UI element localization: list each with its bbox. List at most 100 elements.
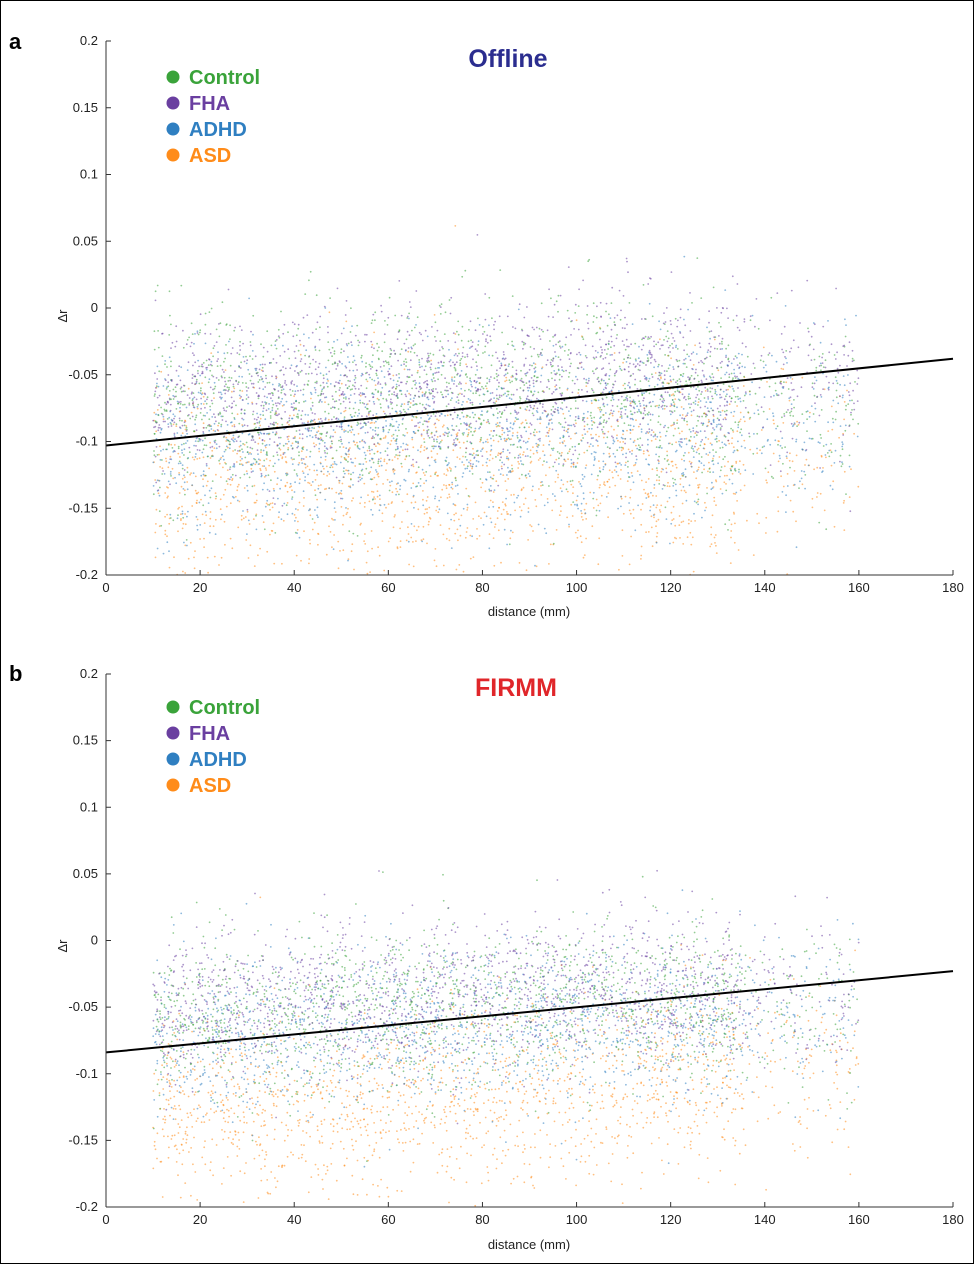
data-point-adhd	[416, 409, 419, 412]
data-point-control	[254, 422, 256, 425]
data-point-asd	[327, 418, 330, 421]
data-point-adhd	[365, 403, 368, 406]
data-point-control	[658, 455, 660, 458]
data-point-asd	[727, 460, 729, 463]
data-point-asd	[448, 493, 450, 496]
data-point-adhd	[448, 462, 450, 464]
data-point-control	[673, 421, 675, 424]
data-point-control	[513, 443, 515, 446]
data-point-adhd	[785, 494, 787, 497]
data-point-control	[826, 452, 829, 454]
data-point-asd	[452, 449, 455, 452]
data-point-adhd	[678, 440, 680, 443]
data-point-asd	[272, 522, 275, 525]
data-point-control	[692, 450, 695, 452]
data-point-adhd	[374, 429, 377, 432]
data-point-adhd	[550, 418, 553, 421]
data-point-asd	[342, 514, 345, 517]
data-point-adhd	[283, 451, 286, 454]
data-point-asd	[443, 484, 445, 486]
data-point-control	[610, 302, 613, 304]
data-point-control	[282, 444, 285, 447]
data-point-adhd	[674, 483, 677, 486]
data-point-asd	[656, 504, 659, 506]
data-point-fha	[683, 349, 685, 352]
data-point-adhd	[271, 409, 274, 412]
data-point-adhd	[543, 504, 546, 507]
data-point-control	[186, 457, 189, 460]
data-point-asd	[206, 480, 209, 483]
data-point-control	[571, 379, 574, 382]
data-point-asd	[683, 489, 686, 492]
data-point-control	[595, 514, 598, 517]
data-point-control	[701, 471, 703, 474]
data-point-asd	[625, 461, 627, 464]
data-point-adhd	[379, 394, 382, 397]
data-point-adhd	[570, 424, 573, 427]
data-point-fha	[599, 301, 602, 304]
data-point-asd	[595, 498, 598, 501]
data-point-asd	[469, 465, 472, 467]
data-point-control	[177, 447, 180, 450]
data-point-control	[569, 448, 571, 451]
data-point-control	[445, 405, 448, 408]
data-point-asd	[215, 473, 217, 476]
data-point-control	[531, 412, 534, 415]
data-point-control	[255, 426, 257, 429]
data-point-adhd	[344, 365, 347, 368]
data-point-adhd	[839, 383, 841, 386]
data-point-asd	[527, 507, 530, 510]
data-point-control	[384, 320, 386, 322]
data-point-asd	[212, 429, 215, 432]
data-point-control	[384, 450, 387, 453]
data-point-asd	[458, 441, 461, 444]
data-point-asd	[325, 553, 328, 556]
data-point-asd	[196, 518, 199, 521]
data-point-adhd	[293, 491, 296, 493]
data-point-adhd	[732, 388, 734, 390]
data-point-adhd	[219, 458, 222, 460]
data-point-adhd	[209, 409, 212, 411]
data-point-fha	[453, 429, 455, 431]
data-point-asd	[708, 461, 710, 464]
data-point-asd	[730, 536, 732, 539]
data-point-fha	[242, 399, 244, 401]
data-point-asd	[696, 449, 699, 451]
data-point-asd	[162, 418, 165, 420]
data-point-adhd	[397, 447, 399, 450]
data-point-control	[789, 414, 792, 417]
data-point-adhd	[622, 453, 624, 456]
data-point-adhd	[652, 504, 655, 506]
data-point-adhd	[834, 449, 837, 452]
data-point-fha	[631, 401, 634, 403]
data-point-adhd	[576, 504, 579, 507]
data-point-adhd	[395, 383, 398, 386]
data-point-adhd	[410, 523, 413, 525]
data-point-adhd	[731, 385, 733, 388]
data-point-asd	[554, 499, 557, 502]
data-point-adhd	[314, 391, 317, 394]
data-point-control	[333, 416, 335, 418]
data-point-adhd	[413, 397, 415, 400]
data-point-asd	[489, 517, 492, 520]
data-point-control	[665, 335, 668, 338]
data-point-control	[564, 343, 567, 346]
data-point-control	[742, 400, 745, 402]
data-point-fha	[586, 441, 589, 444]
data-point-control	[179, 387, 182, 390]
data-point-fha	[205, 463, 208, 465]
data-point-fha	[289, 367, 292, 370]
data-point-control	[792, 415, 795, 417]
data-point-adhd	[362, 463, 365, 465]
data-point-adhd	[808, 415, 811, 418]
data-point-asd	[347, 485, 350, 488]
data-point-adhd	[351, 325, 353, 327]
data-point-control	[221, 415, 224, 418]
data-point-asd	[406, 431, 409, 434]
data-point-control	[687, 395, 690, 398]
data-point-asd	[180, 513, 182, 516]
data-point-asd	[777, 510, 780, 513]
data-point-control	[329, 466, 332, 469]
data-point-asd	[782, 368, 785, 371]
data-point-control	[674, 478, 676, 481]
